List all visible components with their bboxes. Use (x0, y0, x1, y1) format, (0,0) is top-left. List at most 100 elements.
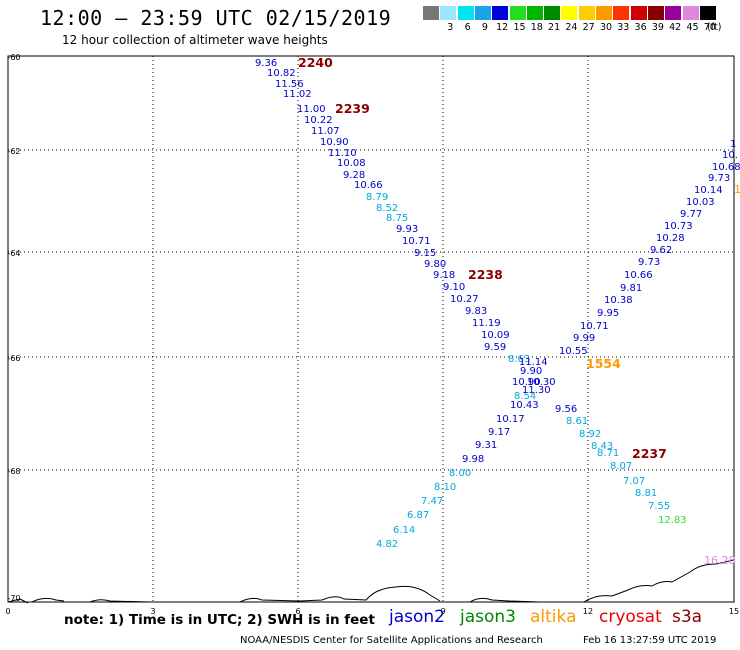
swh-observation: 11.07 (311, 126, 340, 137)
swh-observation: 8.81 (635, 488, 657, 499)
swh-observation: 10.17 (496, 414, 525, 425)
swh-observation: 7.55 (648, 501, 670, 512)
swh-observation: 9.10 (443, 282, 465, 293)
swh-observation: 11.56 (275, 79, 304, 90)
scale-swatch (526, 6, 543, 20)
swh-observation: 10.38 (604, 295, 633, 306)
scale-tick-label: 6 (464, 22, 471, 33)
map-frame (7, 55, 735, 603)
swh-observation: 10.66 (354, 180, 383, 191)
swh-observation: 10.90 (320, 137, 349, 148)
swh-observation: 9.59 (484, 342, 506, 353)
swh-observation: 11.10 (328, 148, 357, 159)
scale-tick-label: 15 (513, 22, 526, 33)
swh-observation: 9.98 (462, 454, 484, 465)
scale-swatch (613, 6, 630, 20)
swh-observation: 11.30 (522, 385, 551, 396)
credit-text: NOAA/NESDIS Center for Satellite Applica… (240, 635, 543, 646)
scale-tick-label: 24 (565, 22, 578, 33)
swh-observation: 8.07 (610, 461, 632, 472)
swh-observation: 9.56 (555, 404, 577, 415)
swh-observation: 9.15 (414, 248, 436, 259)
page-subtitle: 12 hour collection of altimeter wave hei… (62, 33, 328, 47)
swh-observation: 10.30 (527, 377, 556, 388)
swh-observation: 11.14 (519, 357, 548, 368)
latitude-label: -62 (7, 147, 20, 156)
swh-observation: 9.90 (520, 366, 542, 377)
scale-swatch (699, 6, 716, 20)
satellite-legend-cryosat: cryosat (599, 607, 662, 627)
latitude-label: -66 (7, 354, 20, 363)
swh-observation: 7.07 (623, 476, 645, 487)
swh-observation: 9.62 (650, 245, 672, 256)
swh-observation: 9.80 (424, 259, 446, 270)
longitude-label: 9 (440, 607, 445, 616)
swh-observation: 9.99 (573, 333, 595, 344)
swh-observation: 8.10 (434, 482, 456, 493)
swh-observation: 10. (722, 150, 738, 161)
longitude-label: 12 (583, 607, 593, 616)
swh-observation: 10.71 (402, 236, 431, 247)
scale-tick-label: 70 (703, 22, 716, 33)
swh-observation: 11.00 (297, 104, 326, 115)
scale-tick-label: 9 (481, 22, 488, 33)
scale-swatch (440, 6, 457, 20)
swh-observation: 6.14 (393, 525, 415, 536)
coastline (7, 559, 735, 604)
scale-swatch (561, 6, 578, 20)
latitude-label: -70 (7, 594, 20, 603)
pass-time-label: 1554 (586, 356, 621, 371)
scale-tick-label: 36 (634, 22, 647, 33)
latitude-label: -68 (7, 467, 20, 476)
swh-observation: 10.43 (510, 400, 539, 411)
swh-observation: 10.14 (694, 185, 723, 196)
swh-observation: 8.75 (386, 213, 408, 224)
swh-observation: 9.73 (638, 257, 660, 268)
swh-observation: 9.93 (396, 224, 418, 235)
longitude-label: 6 (295, 607, 300, 616)
swh-observation: 9.77 (680, 209, 702, 220)
scale-swatch (596, 6, 612, 20)
swh-observation: 10.03 (686, 197, 715, 208)
scale-swatch (630, 6, 647, 20)
pass-time-label: 2240 (298, 55, 333, 70)
swh-observation: 10.71 (580, 321, 609, 332)
swh-observation: 8.61 (566, 416, 588, 427)
scale-tick-label: 42 (669, 22, 682, 33)
scale-tick-label: 30 (599, 22, 613, 33)
scale-swatch (647, 6, 664, 20)
swh-observation: 10.73 (664, 221, 693, 232)
swh-observation: 10.55 (559, 346, 588, 357)
swh-observation: 10.09 (481, 330, 510, 341)
swh-observation: 10.28 (656, 233, 685, 244)
swh-observation: 8.52 (376, 203, 398, 214)
swh-observation: 8.71 (597, 448, 619, 459)
swh-observation: 8.79 (366, 192, 388, 203)
satellite-legend-altika: altika (530, 607, 577, 627)
swh-observation: 10.08 (337, 158, 366, 169)
latitude-label: -60 (7, 53, 20, 62)
scale-tick-label: 45 (686, 22, 699, 33)
swh-observation: 11.02 (283, 89, 312, 100)
swh-observation: 9.95 (597, 308, 619, 319)
swh-observation: 9.31 (475, 440, 497, 451)
scale-swatch (665, 6, 682, 20)
swh-observation: 9.81 (620, 283, 642, 294)
satellite-legend-jason3: jason3 (460, 607, 516, 627)
swh-observation: 10.90 (512, 377, 541, 388)
swh-observation: 9.73 (708, 173, 730, 184)
swh-observation: 1 (730, 139, 736, 150)
scale-unit-label: (ft) (707, 22, 722, 33)
scale-swatch (474, 6, 491, 20)
swh-observation: 8.63 (508, 354, 530, 365)
scale-tick-label: 39 (651, 22, 664, 33)
scale-swatch (544, 6, 561, 20)
scale-tick-label: 27 (582, 22, 595, 33)
swh-observation: 12.83 (658, 515, 687, 526)
latitude-label: -64 (7, 249, 20, 258)
swh-observation: 10.66 (624, 270, 653, 281)
scale-tick-label: 33 (617, 22, 630, 33)
scale-swatch (457, 6, 474, 20)
swh-observation: 8.54 (514, 391, 536, 402)
